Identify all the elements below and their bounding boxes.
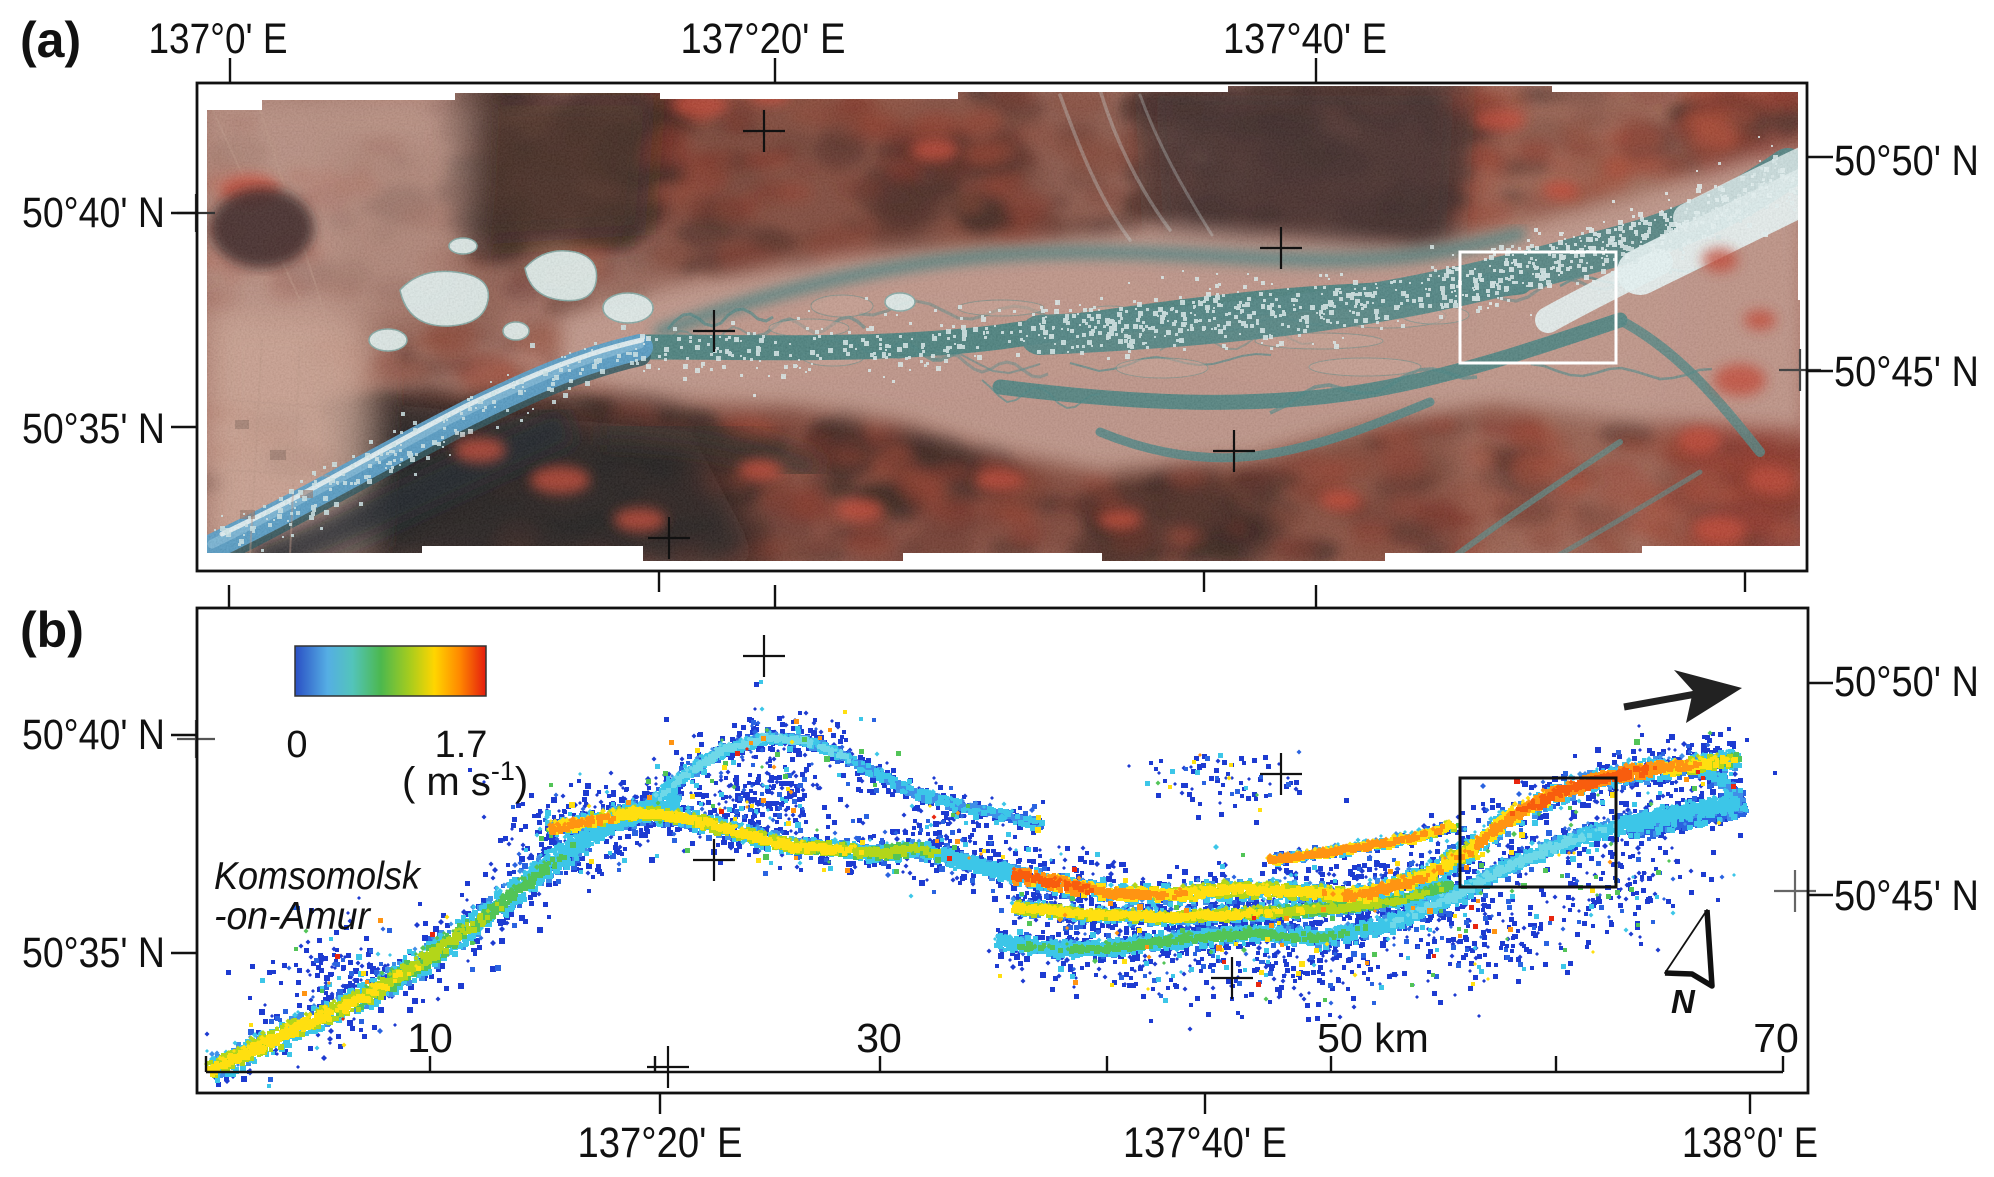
svg-text:( m s-1): ( m s-1) — [402, 756, 528, 804]
svg-text:137°20' E: 137°20' E — [578, 1119, 743, 1167]
svg-text:50°50' N: 50°50' N — [1834, 137, 1979, 185]
svg-text:Komsomolsk: Komsomolsk — [214, 855, 422, 898]
svg-text:50°35' N: 50°35' N — [22, 929, 165, 977]
svg-text:137°0' E: 137°0' E — [149, 15, 288, 63]
svg-text:137°40' E: 137°40' E — [1123, 1119, 1287, 1167]
svg-text:50°40' N: 50°40' N — [22, 189, 165, 237]
svg-text:10: 10 — [407, 1015, 453, 1061]
svg-text:70: 70 — [1753, 1015, 1799, 1061]
svg-text:137°20' E: 137°20' E — [681, 15, 846, 63]
svg-text:30: 30 — [856, 1015, 902, 1061]
svg-text:137°40' E: 137°40' E — [1223, 15, 1387, 63]
svg-text:50°45' N: 50°45' N — [1834, 348, 1979, 396]
svg-text:-on-Amur: -on-Amur — [214, 895, 372, 938]
svg-text:50°35' N: 50°35' N — [22, 405, 165, 453]
svg-text:N: N — [1671, 983, 1696, 1020]
svg-text:(b): (b) — [20, 602, 84, 658]
svg-text:50°50' N: 50°50' N — [1834, 658, 1979, 706]
svg-text:(a): (a) — [20, 12, 81, 68]
svg-text:50°45' N: 50°45' N — [1834, 872, 1979, 920]
svg-text:0: 0 — [286, 724, 307, 766]
svg-text:1.7: 1.7 — [435, 724, 488, 766]
svg-text:50 km: 50 km — [1317, 1015, 1429, 1061]
svg-text:138°0' E: 138°0' E — [1682, 1119, 1818, 1167]
svg-text:50°40' N: 50°40' N — [22, 711, 165, 759]
